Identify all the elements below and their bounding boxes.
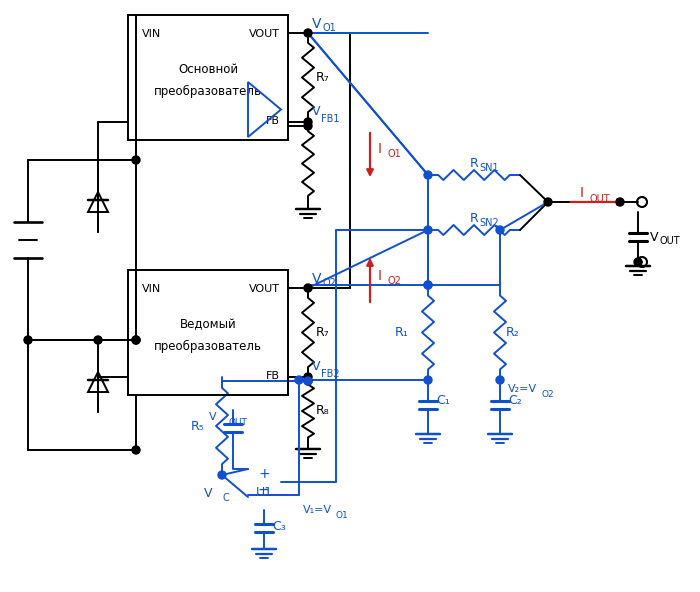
Circle shape <box>94 336 102 344</box>
Circle shape <box>634 258 642 266</box>
Text: I: I <box>580 186 584 200</box>
Text: I: I <box>378 142 382 156</box>
Text: R₇: R₇ <box>316 326 330 339</box>
Text: SN2: SN2 <box>479 218 499 228</box>
Text: SN1: SN1 <box>479 163 498 173</box>
Text: V: V <box>209 412 217 422</box>
Circle shape <box>304 29 312 37</box>
Text: Основной: Основной <box>178 63 238 76</box>
Text: R₇: R₇ <box>316 70 330 83</box>
Text: V: V <box>312 360 321 373</box>
Circle shape <box>616 198 624 206</box>
Text: V₂=V: V₂=V <box>508 384 537 394</box>
Text: OUT: OUT <box>590 194 610 204</box>
Text: R₂: R₂ <box>506 326 519 339</box>
Text: FB1: FB1 <box>321 114 340 124</box>
Text: V: V <box>312 272 321 286</box>
Bar <box>128 270 288 395</box>
Circle shape <box>424 226 432 234</box>
Text: O2: O2 <box>387 276 401 286</box>
Circle shape <box>132 156 140 164</box>
Circle shape <box>24 336 32 344</box>
Text: C₃: C₃ <box>272 520 286 533</box>
Text: I: I <box>378 269 382 283</box>
Text: U1: U1 <box>256 486 272 499</box>
Circle shape <box>218 471 226 479</box>
Text: FB2: FB2 <box>321 369 340 379</box>
Text: VOUT: VOUT <box>249 284 280 294</box>
Text: VIN: VIN <box>142 29 161 39</box>
Text: OUT: OUT <box>659 236 680 246</box>
Text: R₈: R₈ <box>316 404 330 417</box>
Text: FB: FB <box>266 371 280 381</box>
Text: +: + <box>258 467 270 481</box>
Text: преобразователь: преобразователь <box>154 340 262 353</box>
Circle shape <box>424 171 432 179</box>
Text: V₁=V: V₁=V <box>303 505 332 515</box>
Text: O2: O2 <box>322 278 336 288</box>
Circle shape <box>304 122 312 130</box>
Circle shape <box>132 336 140 344</box>
Circle shape <box>295 376 303 384</box>
Text: преобразователь: преобразователь <box>154 85 262 98</box>
Bar <box>128 15 288 140</box>
Text: OUT: OUT <box>228 418 247 427</box>
Text: V: V <box>312 105 321 118</box>
Text: R: R <box>470 212 479 225</box>
Text: VOUT: VOUT <box>249 29 280 39</box>
Text: Ведомый: Ведомый <box>180 318 237 331</box>
Circle shape <box>304 377 312 385</box>
Text: C₂: C₂ <box>508 394 522 407</box>
Circle shape <box>496 376 504 384</box>
Circle shape <box>544 198 552 206</box>
Text: V: V <box>650 230 659 243</box>
Text: C₁: C₁ <box>436 394 450 407</box>
Text: C: C <box>222 493 229 503</box>
Text: O2: O2 <box>542 390 554 399</box>
Circle shape <box>424 281 432 289</box>
Text: R₅: R₅ <box>190 420 204 433</box>
Circle shape <box>132 336 140 344</box>
Circle shape <box>304 284 312 292</box>
Circle shape <box>132 446 140 454</box>
Circle shape <box>424 376 432 384</box>
Circle shape <box>304 377 312 385</box>
Text: R₁: R₁ <box>394 326 408 339</box>
Circle shape <box>424 281 432 289</box>
Text: O1: O1 <box>335 511 348 520</box>
Circle shape <box>304 373 312 381</box>
Text: V: V <box>204 487 212 500</box>
Text: O1: O1 <box>322 23 336 33</box>
Circle shape <box>496 226 504 234</box>
Text: R: R <box>470 157 479 170</box>
Text: −: − <box>258 483 270 497</box>
Text: O1: O1 <box>387 149 401 159</box>
Text: VIN: VIN <box>142 284 161 294</box>
Circle shape <box>304 118 312 126</box>
Text: V: V <box>312 17 321 31</box>
Text: FB: FB <box>266 116 280 126</box>
